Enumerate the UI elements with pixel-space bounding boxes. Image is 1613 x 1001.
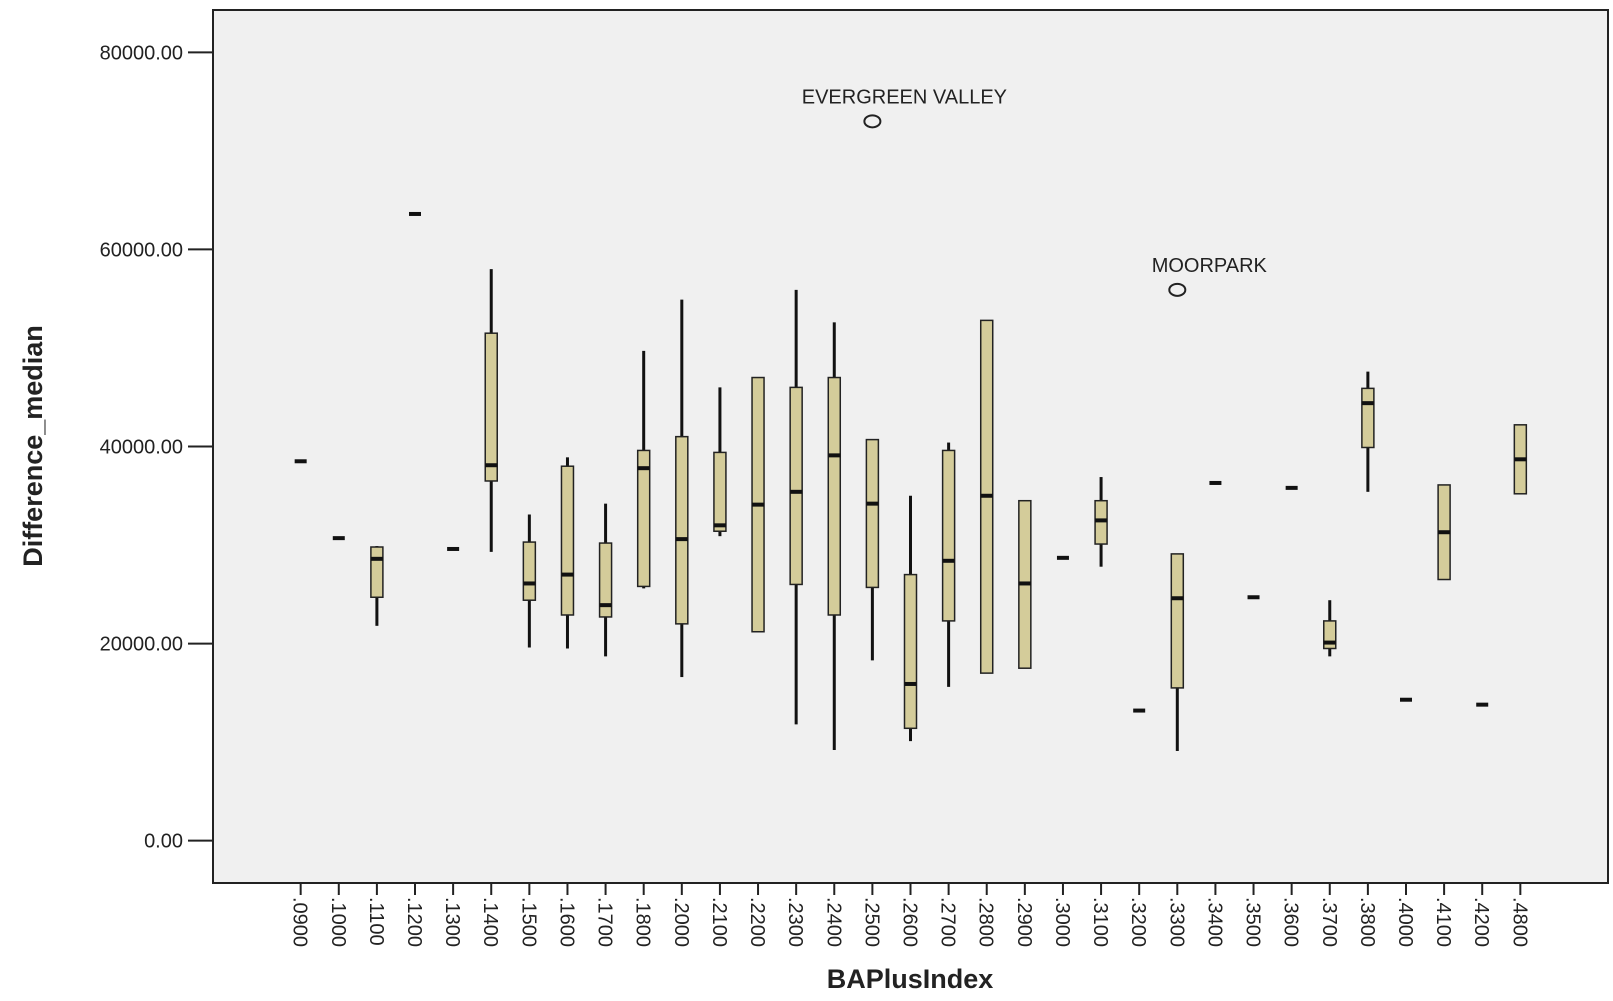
x-tick-label: .1200: [403, 897, 425, 947]
x-tick-label: .4200: [1470, 897, 1492, 947]
x-tick-label: .2700: [937, 897, 959, 947]
x-tick-label: .3100: [1089, 897, 1111, 947]
box: [484, 332, 498, 482]
x-tick-label: .3700: [1318, 897, 1340, 947]
box: [903, 573, 918, 730]
x-tick-label: .2000: [670, 897, 692, 947]
x-tick-label: .3000: [1051, 897, 1073, 947]
box: [370, 546, 384, 599]
x-tick-label: .1800: [632, 897, 654, 947]
y-tick-label: 80000.00: [100, 42, 183, 64]
x-tick-label: .3400: [1203, 897, 1225, 947]
box: [827, 376, 842, 616]
x-tick-label: .3200: [1127, 897, 1149, 947]
x-tick-label: .2600: [899, 897, 921, 947]
x-tick-label: .2900: [1013, 897, 1035, 947]
y-tick-label: 20000.00: [100, 634, 183, 656]
y-axis-label: Difference_median: [18, 325, 48, 567]
x-tick-label: .2400: [822, 897, 844, 947]
outlier-label: EVERGREEN VALLEY: [802, 86, 1007, 108]
x-tick-label: .1600: [555, 897, 577, 947]
plot-area: [212, 9, 1609, 884]
outlier-label: MOORPARK: [1152, 255, 1268, 277]
x-tick-label: .1000: [327, 897, 349, 947]
x-tick-label: .4000: [1394, 897, 1416, 947]
box: [675, 435, 689, 625]
x-tick-label: .2800: [975, 897, 997, 947]
box: [560, 465, 575, 616]
outlier: [1168, 282, 1187, 297]
y-tick-label: 0.00: [144, 831, 183, 853]
x-tick-label: .2200: [746, 897, 768, 947]
x-tick-label: .1100: [365, 897, 387, 946]
x-tick-label: .2100: [708, 897, 730, 947]
x-tick-label: .4100: [1432, 897, 1454, 947]
x-tick-label: .1400: [479, 897, 501, 947]
box: [598, 542, 613, 618]
x-tick-label: .3500: [1242, 897, 1264, 947]
y-tick-label: 40000.00: [100, 437, 183, 459]
x-tick-label: .3600: [1280, 897, 1302, 947]
x-tick-label: .4800: [1508, 897, 1530, 947]
box: [713, 451, 727, 532]
x-tick-label: .1700: [594, 897, 616, 947]
outlier: [863, 114, 882, 129]
x-tick-label: .0900: [289, 897, 311, 947]
box: [636, 449, 651, 588]
box: [1170, 553, 1185, 689]
x-tick-label: .3300: [1165, 897, 1187, 947]
x-tick-label: .2500: [860, 897, 882, 947]
x-tick-label: .1500: [517, 897, 539, 947]
x-tick-label: .1300: [441, 897, 463, 947]
box: [865, 438, 880, 589]
x-tick-label: .2300: [784, 897, 806, 947]
box: [789, 386, 803, 586]
box: [941, 449, 956, 622]
box: [1361, 387, 1375, 449]
x-axis-label: BAPlusIndex: [827, 964, 994, 994]
y-tick-label: 60000.00: [100, 239, 183, 261]
x-tick-label: .3800: [1356, 897, 1378, 947]
box: [522, 541, 537, 601]
